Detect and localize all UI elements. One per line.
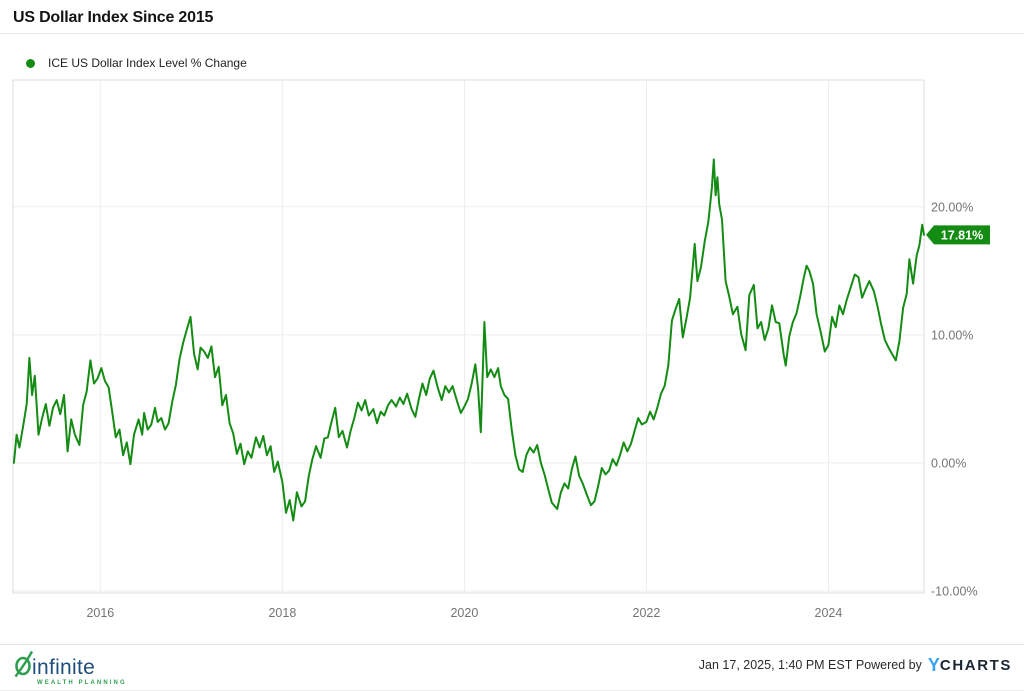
x-tick-label: 2020 <box>450 606 478 620</box>
logo-tagline: WEALTH PLANNING <box>37 680 127 686</box>
series-line[interactable] <box>12 158 925 522</box>
logo-brand-text: infinite <box>32 656 96 679</box>
footer: infinite WEALTH PLANNING Jan 17, 2025, 1… <box>0 644 1024 691</box>
plot-area <box>12 79 925 594</box>
legend-marker-icon <box>26 58 35 68</box>
y-tick-label: 10.00% <box>931 328 973 342</box>
x-tick-label: 2024 <box>815 606 843 620</box>
last-value-label: 17.81% <box>941 228 983 242</box>
attribution: Jan 17, 2025, 1:40 PM EST Powered by Y CHA… <box>699 656 1012 674</box>
page-title: US Dollar Index Since 2015 <box>13 9 214 26</box>
ycharts-y-glyph: Y <box>927 655 940 675</box>
timestamp: Jan 17, 2025, 1:40 PM EST <box>698 658 853 672</box>
ycharts-logo: Y CHARTS <box>928 656 1012 674</box>
x-tick-label: 2016 <box>86 606 114 620</box>
y-tick-label: 20.00% <box>931 200 973 214</box>
chart-header: US Dollar Index Since 2015 <box>0 0 1024 34</box>
powered-by-label: Powered by <box>855 658 922 672</box>
legend-label: ICE US Dollar Index Level % Change <box>48 56 247 70</box>
ycharts-wordmark: CHARTS <box>939 656 1012 674</box>
y-tick-label: 0.00% <box>931 456 966 470</box>
y-tick-label: -10.00% <box>931 584 978 598</box>
x-tick-label: 2022 <box>633 606 661 620</box>
last-value-flag <box>926 225 990 245</box>
x-tick-label: 2018 <box>268 606 296 620</box>
infinite-logo: infinite WEALTH PLANNING <box>13 650 127 686</box>
infinite-leaf-icon <box>14 650 34 678</box>
chart-legend[interactable]: ICE US Dollar Index Level % Change <box>26 56 247 70</box>
